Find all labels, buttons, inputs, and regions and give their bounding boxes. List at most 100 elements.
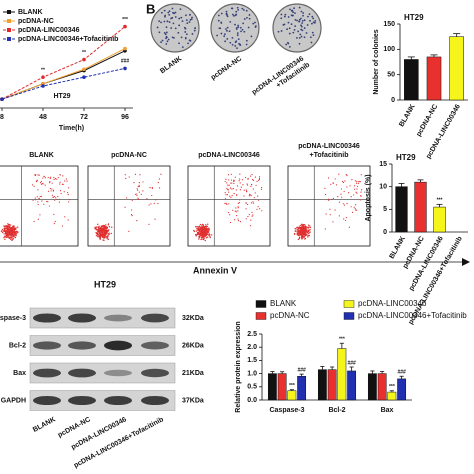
colony-dot [300, 35, 303, 38]
colony-dot [303, 27, 306, 29]
y-tick-label: 0 [391, 97, 395, 104]
flow-dot [108, 232, 110, 234]
flow-dot [303, 233, 305, 235]
x-tick-label: Bax [381, 407, 394, 414]
flow-dot [10, 227, 13, 229]
colony-dot [216, 34, 218, 37]
colony-dot [231, 43, 234, 46]
flow-dot [229, 195, 231, 197]
flow-dot [307, 226, 310, 229]
colony-dot [180, 16, 183, 19]
flow-dot [202, 233, 204, 236]
x-tick-label: pcDNA-LINC00346 [408, 235, 445, 292]
flow-dot [226, 187, 228, 190]
flow-dot [334, 178, 336, 180]
flow-dot [337, 196, 339, 198]
flow-dot [239, 199, 241, 201]
flow-dot [348, 226, 350, 228]
flow-dot [43, 203, 45, 205]
colony-dot [245, 9, 248, 12]
colony-dot [300, 28, 303, 31]
colony-dot [220, 12, 223, 15]
flow-dot [233, 182, 235, 185]
colony-dot [194, 27, 196, 30]
flow-dot [204, 229, 206, 232]
flow-dot [353, 206, 355, 208]
flow-panel [287, 165, 371, 247]
flow-dot [53, 195, 56, 198]
flow-dot [304, 226, 307, 229]
flow-dot [61, 225, 64, 227]
colony-plate [272, 3, 322, 53]
colony-label: BLANK [159, 55, 183, 75]
legend-label: pcDNA-LINC00346 [18, 27, 80, 34]
flow-dot [103, 224, 105, 227]
bar [395, 186, 408, 233]
flow-dot [341, 196, 343, 198]
flow-dot [354, 208, 356, 210]
colony-dot [173, 12, 176, 15]
flow-dot [200, 228, 202, 230]
flow-dot [204, 234, 206, 236]
flow-dot [103, 226, 105, 228]
flow-dot [258, 179, 260, 181]
flow-dot [193, 229, 195, 232]
flow-dot [36, 196, 38, 198]
colony-dot [309, 36, 312, 39]
flow-dot [235, 189, 237, 191]
flow-dot [299, 231, 302, 234]
colony-dot [309, 19, 311, 22]
colony-dot [163, 20, 166, 23]
flow-dot [36, 179, 38, 181]
colony-dot [164, 33, 167, 36]
colony-dot [237, 38, 240, 41]
flow-dot [39, 195, 41, 198]
flow-dot [301, 233, 304, 235]
flow-dot [148, 204, 150, 206]
colony-dot [292, 14, 294, 17]
colony-dot [163, 9, 166, 12]
flow-dot [338, 215, 340, 217]
flow-dot [3, 233, 5, 235]
flow-dot [38, 174, 40, 176]
flow-dot [301, 226, 303, 229]
flow-dot [12, 231, 14, 234]
flow-dot [243, 195, 245, 197]
blot-band [141, 368, 169, 378]
flow-dot [200, 238, 202, 241]
flow-dot [3, 237, 5, 239]
bar [387, 391, 397, 401]
colony-dot [246, 16, 248, 19]
colony-dot [219, 27, 222, 30]
colony-dot [300, 24, 302, 27]
blot-band [141, 341, 169, 350]
blot-band [104, 395, 132, 406]
blot-strip [29, 335, 176, 356]
colony-dot [181, 20, 184, 23]
colony-dot [235, 27, 238, 29]
colony-dot [310, 41, 313, 44]
flow-dot [158, 187, 161, 189]
flow-dot [46, 200, 48, 203]
blot-row-label: Bax [13, 370, 26, 377]
flow-dot [230, 173, 232, 175]
flow-dot [252, 179, 255, 181]
flow-dot [308, 234, 311, 237]
flow-dot [346, 186, 348, 188]
colony-dot [160, 21, 162, 24]
flow-dot [6, 225, 8, 227]
flow-dot [157, 181, 159, 184]
colony-dot [236, 47, 238, 49]
point [123, 66, 127, 71]
y-tick-label: 0 [383, 229, 387, 236]
flow-dot [205, 237, 208, 239]
flow-dot [8, 233, 11, 236]
flow-dot [228, 203, 230, 205]
flow-dot [208, 227, 210, 229]
colony-dot [311, 31, 314, 34]
flow-dot [99, 237, 101, 239]
flow-dot [299, 227, 301, 230]
legend-swatch [343, 300, 355, 308]
flow-dot [8, 236, 10, 239]
flow-dot [254, 176, 257, 178]
